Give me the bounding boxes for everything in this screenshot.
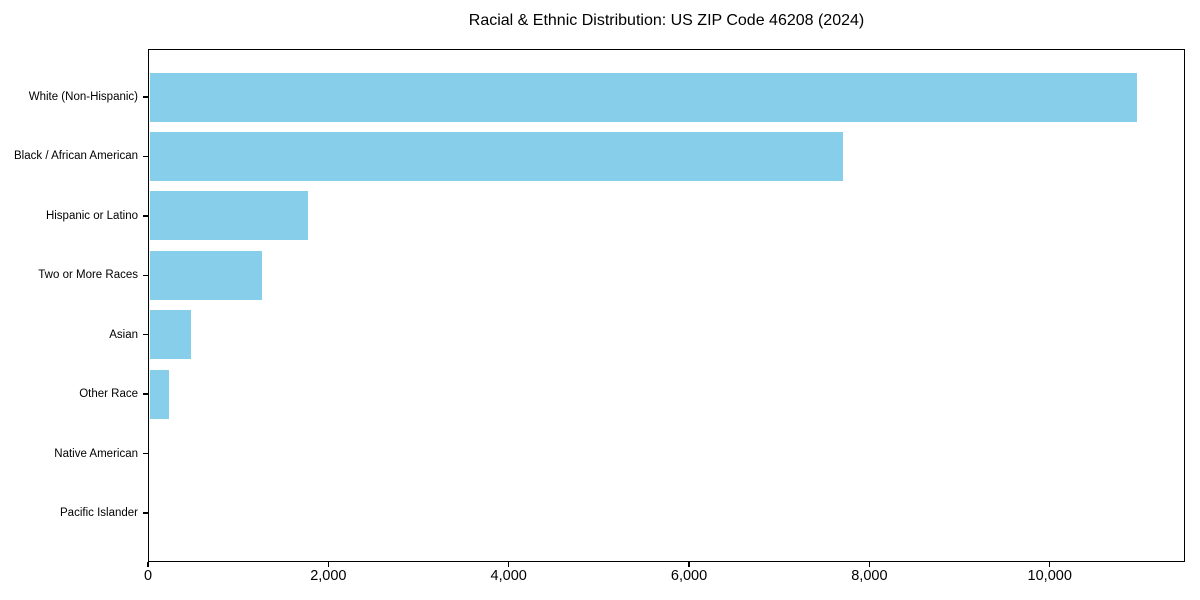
x-tick-label-0: 0 (143, 568, 153, 584)
x-tick-mark-2-000 (327, 562, 330, 567)
y-tick-mark-pacific-islander (143, 512, 148, 514)
y-tick-label-hispanic-or-latino: Hispanic or Latino (45, 209, 138, 222)
y-tick-mark-hispanic-or-latino (143, 215, 148, 217)
x-tick-mark-4-000 (507, 562, 510, 567)
bar-white-non-hispanic (149, 72, 1137, 122)
y-tick-label-asian: Asian (109, 328, 138, 341)
bar-two-or-more-races (149, 250, 263, 300)
bar-asian (149, 310, 192, 360)
bar-other-race (149, 369, 170, 419)
y-tick-label-white-non-hispanic: White (Non-Hispanic) (28, 91, 138, 103)
y-tick-mark-two-or-more-races (143, 274, 148, 277)
x-tick-mark-10-000 (1048, 562, 1051, 567)
y-tick-label-pacific-islander: Pacific Islander (60, 507, 138, 519)
x-tick-label-6-000: 6,000 (670, 568, 708, 584)
x-tick-label-10-000: 10,000 (1027, 568, 1072, 584)
bar-hispanic-or-latino (149, 191, 309, 241)
y-tick-mark-other-race (143, 393, 148, 395)
bar-black-african-american (149, 131, 843, 181)
x-tick-label-2-000: 2,000 (310, 568, 347, 584)
y-tick-label-native-american: Native American (54, 447, 138, 460)
x-tick-mark-8-000 (868, 562, 871, 567)
y-tick-mark-native-american (143, 452, 148, 455)
y-tick-mark-white-non-hispanic (143, 96, 148, 98)
y-tick-label-black-african-american: Black / African American (14, 150, 138, 163)
x-tick-label-8-000: 8,000 (851, 568, 888, 584)
y-tick-label-two-or-more-races: Two or More Races (38, 269, 138, 282)
y-tick-mark-asian (143, 333, 148, 336)
y-tick-mark-black-african-american (143, 155, 148, 158)
plot-area (148, 49, 1185, 562)
y-tick-label-other-race: Other Race (79, 388, 138, 401)
x-tick-mark-6-000 (688, 562, 690, 567)
x-tick-label-4-000: 4,000 (490, 568, 527, 584)
x-tick-mark-0 (147, 562, 149, 567)
chart-title: Racial & Ethnic Distribution: US ZIP Cod… (468, 12, 865, 29)
